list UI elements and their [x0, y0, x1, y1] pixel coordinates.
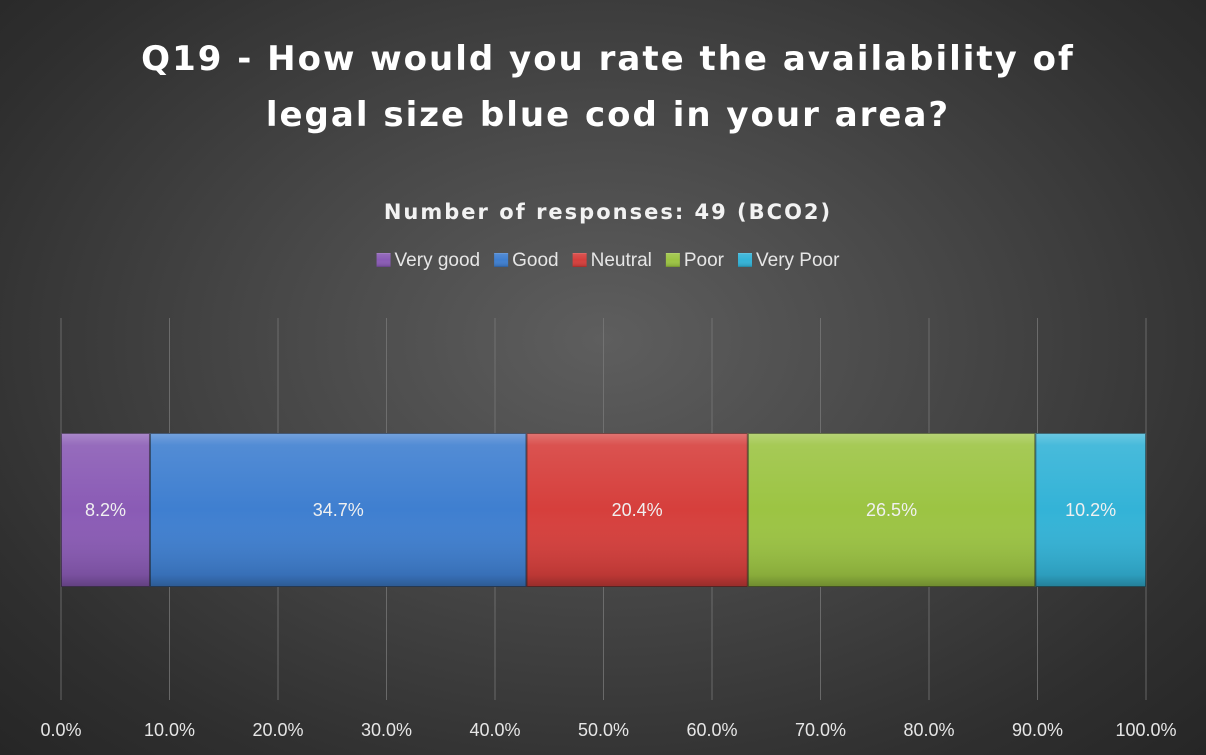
bar-segment-poor	[747, 433, 1036, 587]
legend-label: Poor	[684, 250, 725, 271]
bar-outline	[149, 433, 527, 587]
data-label-very-good: 8.2%	[85, 500, 126, 520]
legend-marker-shine	[665, 253, 680, 267]
bar-outline	[1035, 433, 1146, 587]
legend-item-neutral: Neutral	[572, 250, 652, 271]
bar-shine	[61, 433, 150, 587]
data-label-neutral: 20.4%	[612, 500, 663, 520]
legend-label: Neutral	[591, 250, 652, 271]
bar-segment-very-good	[61, 433, 150, 587]
x-tick-label: 10.0%	[144, 720, 195, 740]
data-label-poor: 26.5%	[866, 500, 917, 520]
x-tick-label: 50.0%	[578, 720, 629, 740]
legend-marker-shine	[494, 253, 509, 267]
chart-title: Q19 - How would you rate the availabilit…	[141, 39, 1075, 135]
legend: Very good Good Neutral Poor Very Poor	[376, 250, 840, 271]
legend-item-very-poor: Very Poor	[738, 250, 840, 271]
bar-segment-very-poor	[1035, 433, 1146, 587]
x-axis-ticks: 0.0% 10.0% 20.0% 30.0% 40.0% 50.0% 60.0% 70.0% 8…	[40, 720, 1176, 740]
chart-title-line-2: legal size blue cod in your area?	[266, 95, 950, 135]
chart-subtitle: Number of responses: 49 (BCO2)	[384, 200, 832, 224]
x-tick-label: 40.0%	[469, 720, 520, 740]
x-tick-label: 90.0%	[1012, 720, 1063, 740]
legend-label: Very Poor	[756, 250, 840, 271]
data-labels: 8.2% 34.7% 20.4% 26.5% 10.2%	[85, 500, 1116, 520]
x-tick-label: 60.0%	[686, 720, 737, 740]
x-tick-label: 70.0%	[795, 720, 846, 740]
legend-label: Very good	[395, 250, 481, 271]
bar-segments	[61, 433, 1146, 587]
x-tick-label: 20.0%	[252, 720, 303, 740]
x-tick-label: 0.0%	[40, 720, 81, 740]
legend-item-very-good: Very good	[376, 250, 481, 271]
bar-shine	[149, 433, 527, 587]
bar-segment-good	[149, 433, 527, 587]
x-tick-label: 80.0%	[903, 720, 954, 740]
legend-label: Good	[512, 250, 558, 271]
bar-segment-neutral	[526, 433, 748, 587]
legend-item-poor: Poor	[665, 250, 725, 271]
bar-outline	[747, 433, 1036, 587]
bar-shine	[526, 433, 748, 587]
data-label-good: 34.7%	[313, 500, 364, 520]
bar-outline	[526, 433, 748, 587]
bar-outline	[61, 433, 150, 587]
x-tick-label: 100.0%	[1115, 720, 1176, 740]
bar-shine	[1035, 433, 1146, 587]
x-tick-label: 30.0%	[361, 720, 412, 740]
legend-marker-shine	[376, 253, 391, 267]
legend-marker-shine	[572, 253, 587, 267]
data-label-very-poor: 10.2%	[1065, 500, 1116, 520]
legend-marker-shine	[738, 253, 753, 267]
bar-shine	[747, 433, 1036, 587]
chart-title-line-1: Q19 - How would you rate the availabilit…	[141, 39, 1075, 79]
legend-item-good: Good	[494, 250, 559, 271]
